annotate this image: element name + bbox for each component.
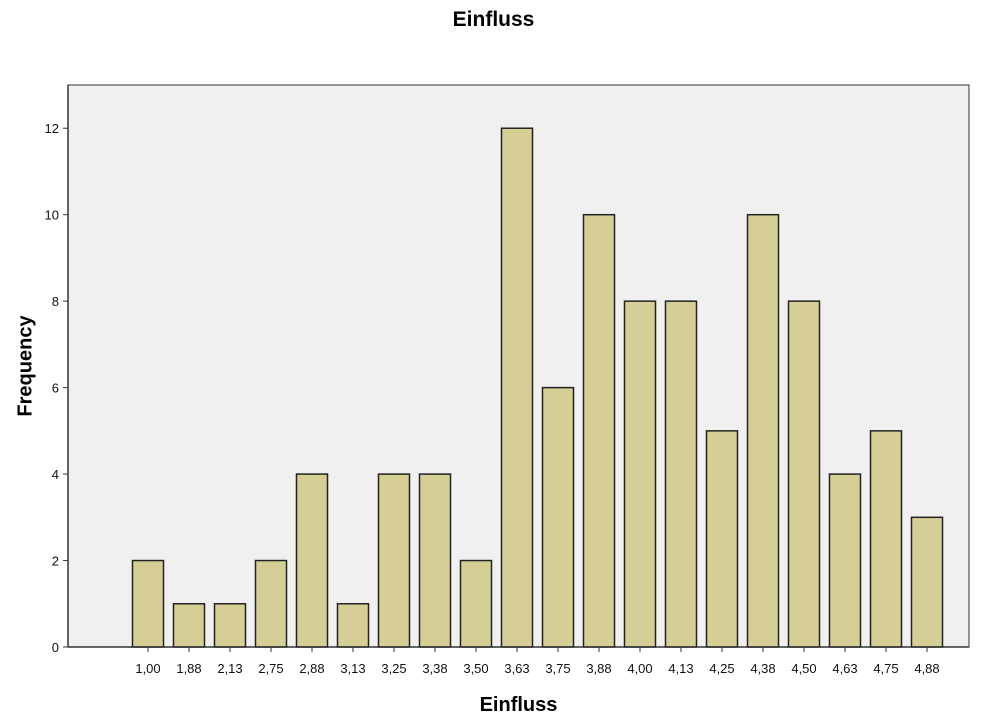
bar-2,75: [254, 559, 288, 648]
y-axis-label: Frequency: [14, 315, 37, 417]
x-tick-label: 4,75: [873, 661, 898, 676]
bar-1,88: [172, 603, 206, 648]
bar-3,25: [377, 473, 411, 648]
x-tick-label: 3,75: [545, 661, 570, 676]
y-tick-label: 8: [52, 294, 59, 309]
x-tick-label: 3,88: [586, 661, 611, 676]
x-tick-label: 3,25: [381, 661, 406, 676]
x-tick-label: 2,88: [299, 661, 324, 676]
x-tick-label: 4,13: [668, 661, 693, 676]
bar-4,88: [910, 516, 944, 648]
bar-2,88: [295, 473, 329, 648]
y-tick-label: 6: [52, 381, 59, 396]
y-tick-label: 0: [52, 640, 59, 655]
bars-group: [131, 127, 944, 648]
bar-4,00: [623, 300, 657, 648]
x-tick-label: 3,63: [504, 661, 529, 676]
bar-4,38: [746, 213, 780, 648]
x-tick-label: 2,75: [258, 661, 283, 676]
chart-title: Einfluss: [452, 8, 535, 31]
bar-4,50: [787, 300, 821, 648]
x-axis-ticks: 1,00 1,88 2,13 2,75 2,88 3,13 3,25 3,38 3,50 3,63…: [135, 647, 940, 676]
x-tick-label: 4,63: [832, 661, 857, 676]
y-tick-label: 10: [45, 208, 59, 223]
y-axis-ticks: 0 2 4 6 8 10 12: [45, 121, 68, 655]
bar-3,75: [541, 386, 575, 648]
x-axis-label: Einfluss: [479, 694, 558, 716]
y-tick-label: 12: [45, 121, 59, 136]
bar-4,13: [664, 300, 698, 648]
y-tick-label: 2: [52, 554, 59, 569]
bar-3,13: [336, 603, 370, 648]
x-tick-label: 1,00: [135, 661, 160, 676]
bar-3,63: [500, 127, 534, 648]
x-tick-label: 4,50: [791, 661, 816, 676]
bar-1,00: [131, 559, 165, 648]
x-tick-label: 3,38: [422, 661, 447, 676]
x-tick-label: 4,25: [709, 661, 734, 676]
x-tick-label: 3,13: [340, 661, 365, 676]
bar-4,75: [869, 430, 903, 648]
x-tick-label: 1,88: [176, 661, 201, 676]
x-tick-label: 4,88: [914, 661, 939, 676]
bar-3,50: [459, 559, 493, 648]
bar-2,13: [213, 603, 247, 648]
bar-4,63: [828, 473, 862, 648]
y-tick-label: 4: [52, 467, 59, 482]
bar-3,38: [418, 473, 452, 648]
x-tick-label: 4,38: [750, 661, 775, 676]
x-tick-label: 4,00: [627, 661, 652, 676]
x-tick-label: 3,50: [463, 661, 488, 676]
bar-3,88: [582, 213, 616, 648]
x-tick-label: 2,13: [217, 661, 242, 676]
bar-4,25: [705, 430, 739, 648]
